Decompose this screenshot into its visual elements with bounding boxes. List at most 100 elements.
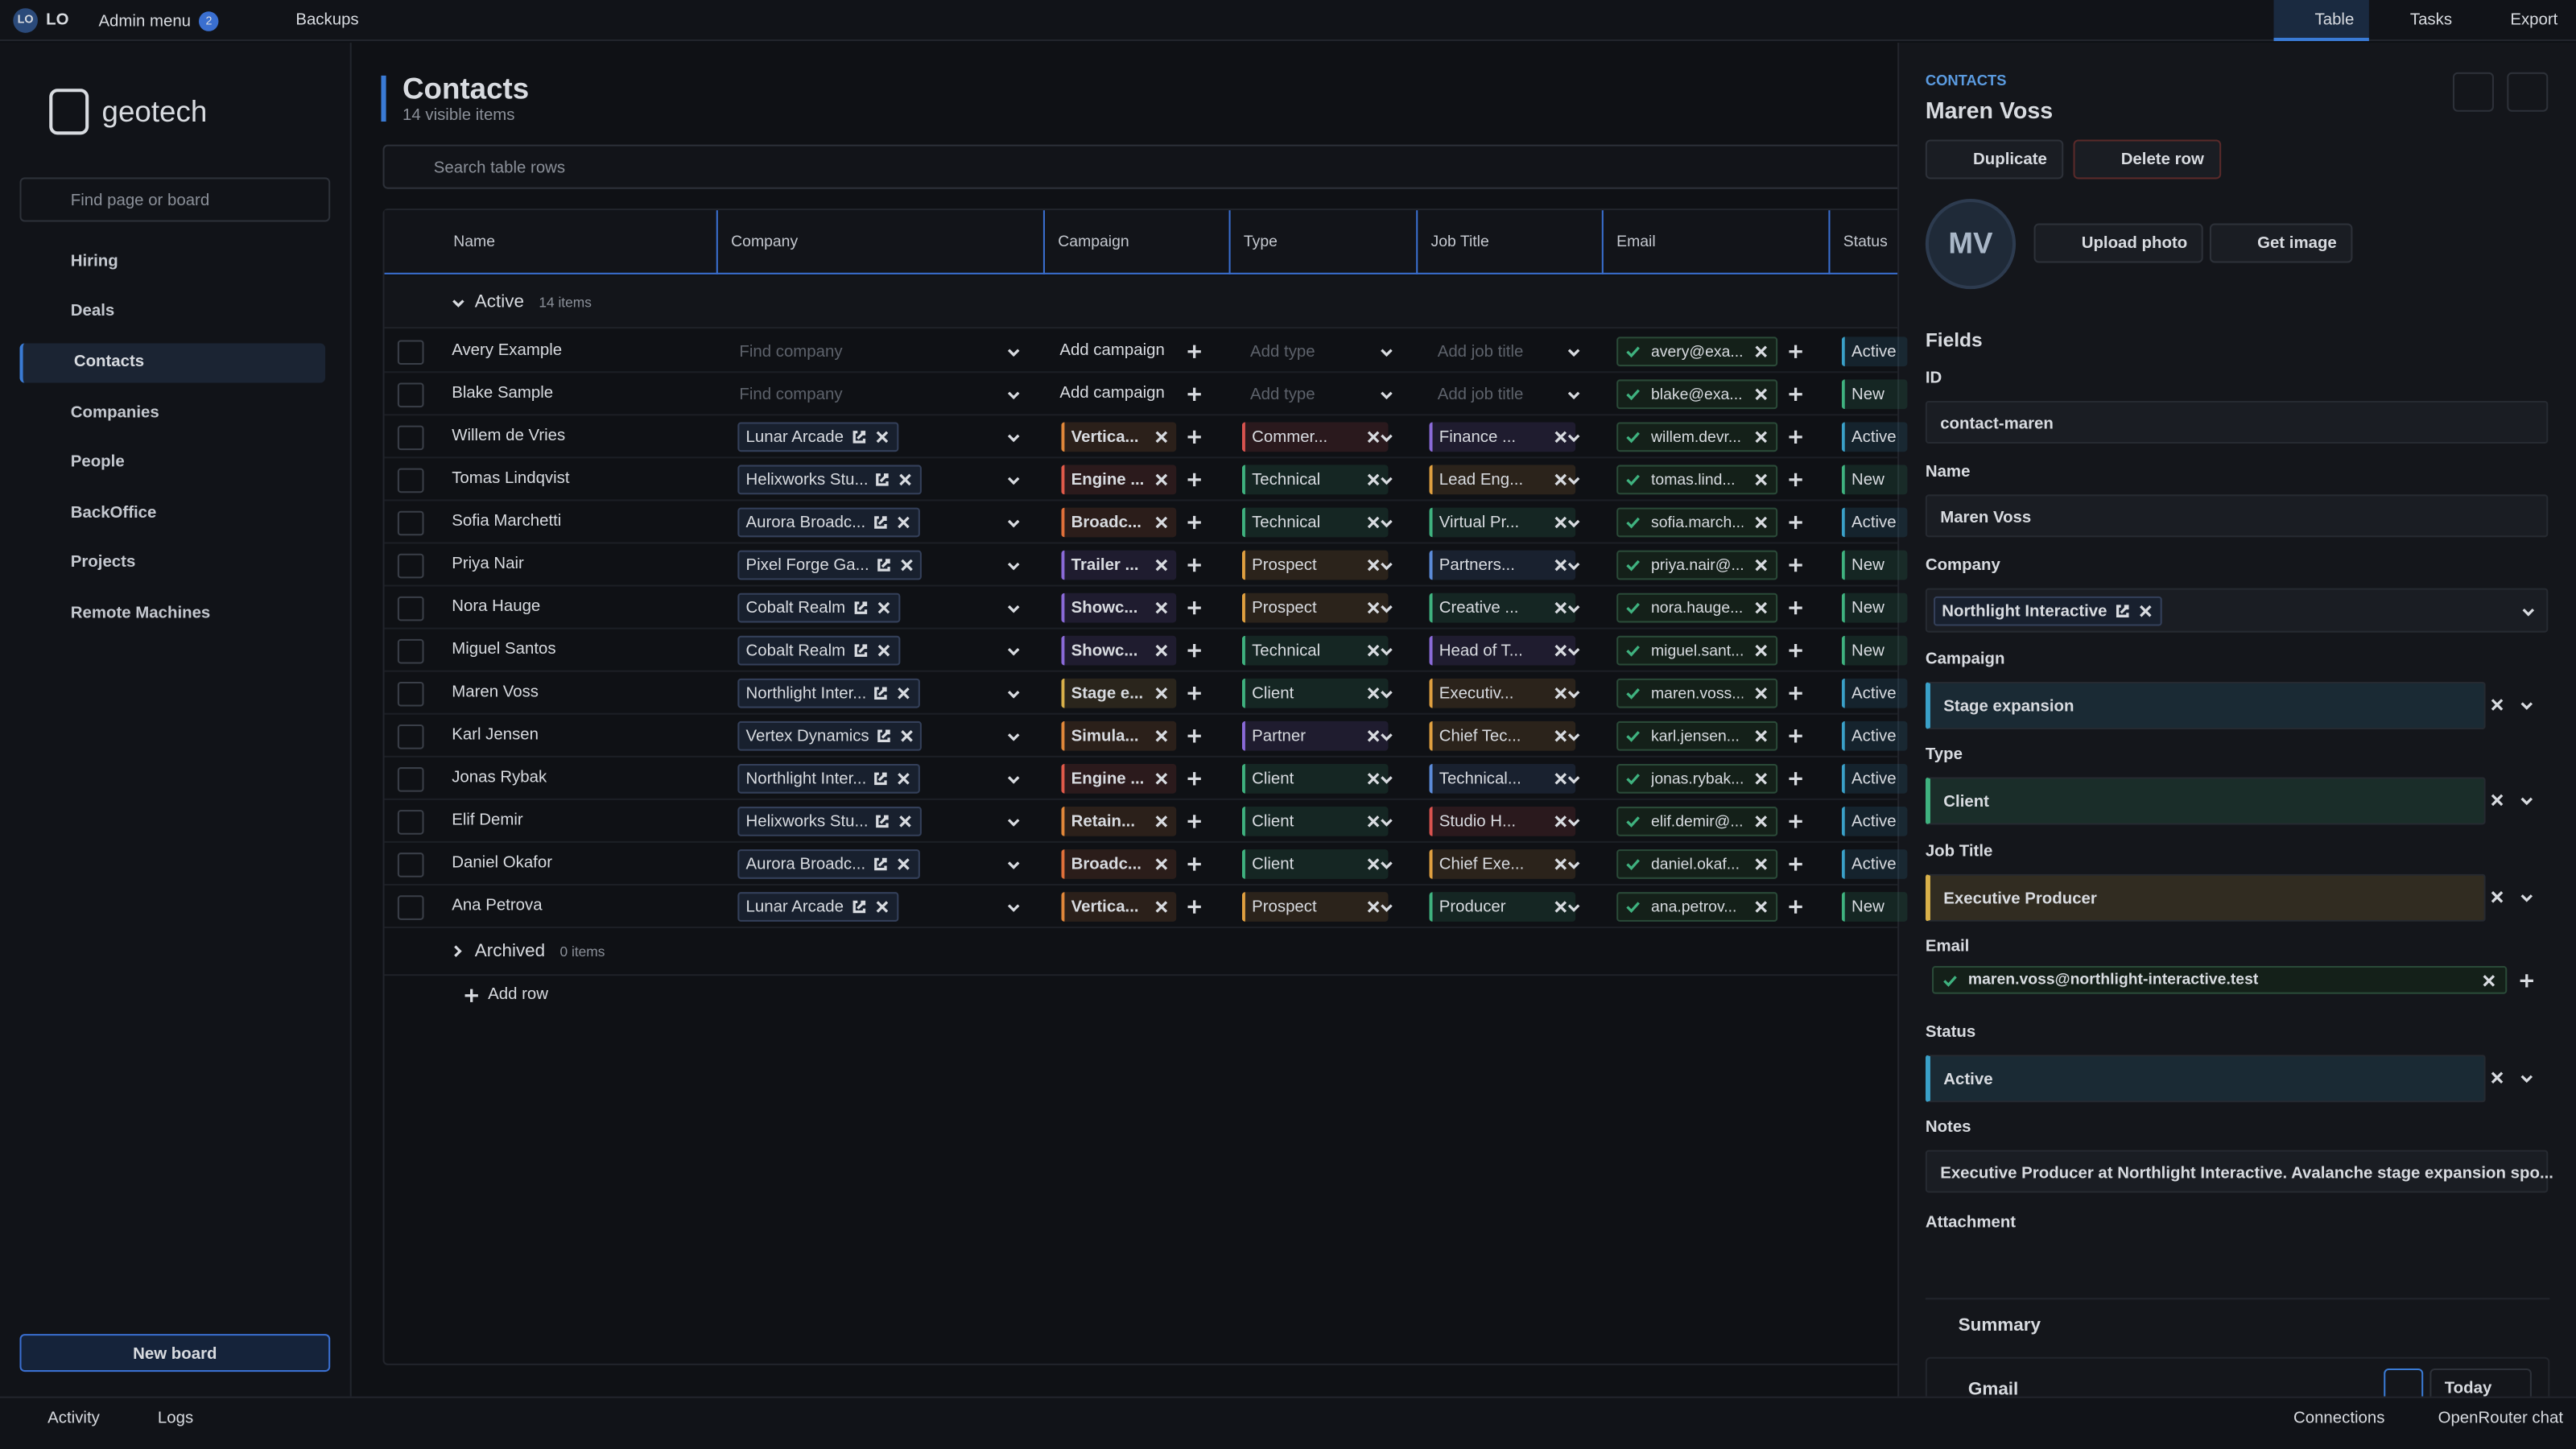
nav-item[interactable]: Remote Machines xyxy=(70,605,211,623)
row-open[interactable] xyxy=(397,767,424,792)
add-row[interactable]: Add row xyxy=(464,985,548,1004)
row-open[interactable] xyxy=(397,810,424,835)
duplicate[interactable]: Duplicate xyxy=(1925,139,2064,180)
delete-row[interactable]: Delete row xyxy=(2073,139,2221,180)
column-header[interactable]: Type xyxy=(1228,210,1417,275)
connections[interactable]: Connections xyxy=(2293,1410,2385,1428)
view-table[interactable]: Table xyxy=(2314,11,2355,30)
icon xyxy=(1381,691,1393,699)
icon xyxy=(1554,815,1567,828)
campaign-tag: Engine ... xyxy=(1061,464,1177,495)
icon xyxy=(1187,387,1201,401)
icon xyxy=(1007,904,1020,912)
icon xyxy=(897,858,910,870)
nav-item[interactable]: Contacts xyxy=(19,343,326,383)
icon xyxy=(1755,730,1768,742)
logs[interactable]: Logs xyxy=(157,1410,194,1428)
nav-item[interactable]: BackOffice xyxy=(70,504,157,522)
table-search[interactable]: Search table rows xyxy=(382,144,1919,189)
tag-text: Active xyxy=(1851,727,1897,745)
admin-menu[interactable]: Admin menu 2 xyxy=(98,11,219,31)
icon xyxy=(2483,974,2496,986)
cell: priya.nair@... xyxy=(1602,544,1829,587)
tag-text: Trailer ... xyxy=(1071,555,1139,575)
icon xyxy=(2491,699,2504,711)
email: maren.voss@northlight-interactive.test xyxy=(1967,971,2259,989)
export[interactable]: Export xyxy=(2510,11,2558,30)
icon xyxy=(1789,601,1802,615)
row-open[interactable] xyxy=(397,425,424,451)
row-open[interactable] xyxy=(397,553,424,579)
row-open[interactable] xyxy=(397,340,424,365)
icon xyxy=(1755,345,1768,358)
icon xyxy=(1155,473,1168,486)
tag-text: Helixworks Stu... xyxy=(745,812,869,831)
cell: Technical xyxy=(1229,501,1417,543)
status-tag: Active xyxy=(1841,807,1908,836)
row-open[interactable] xyxy=(397,638,424,664)
cell: Commer... xyxy=(1229,415,1417,458)
get-image[interactable]: Get image xyxy=(2209,223,2354,263)
backups[interactable]: Backups xyxy=(295,11,359,30)
icon xyxy=(1789,430,1802,444)
icon xyxy=(1155,901,1168,913)
activity[interactable]: Activity xyxy=(47,1410,100,1428)
view-tasks[interactable]: Tasks xyxy=(2409,11,2453,30)
icon xyxy=(1567,647,1580,656)
campaign-tag: Engine ... xyxy=(1061,763,1177,794)
cell: ana.petrov... xyxy=(1602,886,1829,928)
sidebar-search[interactable]: Find page or board xyxy=(19,177,331,222)
copy-link[interactable] xyxy=(2452,72,2494,112)
field-label: Status xyxy=(1925,1023,1976,1042)
row-open[interactable] xyxy=(397,681,424,707)
icon xyxy=(900,815,912,828)
row-open[interactable] xyxy=(397,510,424,536)
column-header[interactable]: Name xyxy=(453,233,495,252)
icon xyxy=(874,687,888,700)
column-header[interactable]: Company xyxy=(716,210,1043,275)
tag-text: New xyxy=(1851,470,1885,489)
job-tag: Creative ... xyxy=(1429,592,1576,623)
add-campaign[interactable]: Add campaign xyxy=(1059,341,1165,360)
row-open[interactable] xyxy=(397,852,424,877)
icon xyxy=(1943,975,1957,986)
row-open[interactable] xyxy=(397,724,424,749)
row-open[interactable] xyxy=(397,382,424,408)
column-header[interactable]: Job Title xyxy=(1416,210,1602,275)
new-board[interactable]: New board xyxy=(19,1334,331,1373)
user[interactable]: LO LO xyxy=(13,8,68,33)
icon xyxy=(1367,644,1380,657)
campaign-tag: Retain... xyxy=(1061,807,1177,836)
field-label: Name xyxy=(1925,463,1971,481)
row-open[interactable] xyxy=(397,468,424,493)
close[interactable] xyxy=(2507,72,2549,112)
nav-item[interactable]: Deals xyxy=(70,303,115,321)
icon xyxy=(1367,815,1380,828)
cell: Chief Exe... xyxy=(1416,843,1602,886)
tag-text: Lunar Arcade xyxy=(745,427,844,447)
nav-item[interactable]: Companies xyxy=(70,403,159,422)
icon xyxy=(852,900,865,914)
nav-item[interactable]: Projects xyxy=(70,554,136,573)
row-open[interactable] xyxy=(397,596,424,621)
icon xyxy=(1755,473,1768,486)
column-header[interactable]: Email xyxy=(1601,210,1829,275)
upload-photo[interactable]: Upload photo xyxy=(2033,223,2204,263)
chat[interactable]: OpenRouter chat xyxy=(2438,1410,2564,1428)
icon xyxy=(1187,772,1201,786)
cell: Technical xyxy=(1229,458,1417,501)
icon xyxy=(2491,1071,2504,1084)
row-open[interactable] xyxy=(397,895,424,920)
icon xyxy=(1187,430,1201,444)
nav-item[interactable]: Hiring xyxy=(70,252,118,271)
add-campaign[interactable]: Add campaign xyxy=(1059,384,1165,402)
email: sofia.march... xyxy=(1651,513,1744,532)
nav-item[interactable]: People xyxy=(70,453,125,473)
status-tag: New xyxy=(1841,379,1908,410)
title-accent xyxy=(381,75,386,122)
column-header[interactable]: Status xyxy=(1828,210,1897,275)
icon xyxy=(1367,516,1380,529)
icon xyxy=(877,559,890,572)
job-tag: Chief Exe... xyxy=(1429,849,1576,879)
column-header[interactable]: Campaign xyxy=(1042,210,1229,275)
